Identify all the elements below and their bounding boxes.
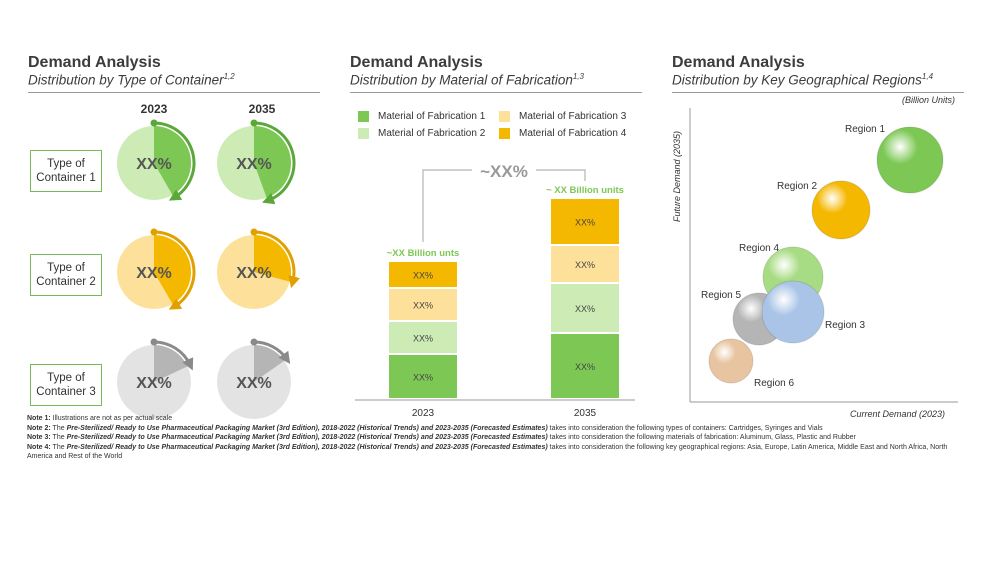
growth-label: ~XX% — [480, 162, 528, 181]
bar-segment-label: XX% — [575, 218, 595, 228]
bar-segment-2-2023 — [389, 322, 457, 353]
footnote-1: Note 1: Illustrations are not as per act… — [27, 415, 173, 422]
x-axis-label: Current Demand (2023) — [850, 409, 946, 419]
right-panel-title: Demand Analysis — [672, 54, 805, 71]
container-3-pie-2035: XX% — [217, 338, 291, 419]
arrow-start-dot — [150, 119, 158, 127]
arrow-start-dot — [250, 338, 258, 346]
footnotes: Note 1: Illustrations are not as per act… — [27, 414, 957, 462]
bar-segment-2-2035 — [551, 284, 619, 332]
growth-arrow — [153, 121, 196, 201]
arrow-start-dot — [150, 338, 158, 346]
container-type-1-label: Type of Container 1 — [30, 150, 102, 192]
legend-item-material-3: Material of Fabrication 3 — [499, 111, 626, 122]
legend-swatch — [358, 111, 369, 122]
container-3-pie-2023: XX% — [117, 338, 194, 419]
legend-item-material-4: Material of Fabrication 4 — [499, 128, 626, 139]
legend-swatch — [358, 128, 369, 139]
pie-slice — [154, 235, 191, 305]
y-axis-label: Future Demand (2035) — [672, 130, 682, 222]
material-stacked-bar-chart: XX% XX% XX% XX% 2023 ~XX Billion unts XX% XX% XX… — [355, 160, 635, 419]
legend-item-material-2: Material of Fabrication 2 — [358, 128, 485, 139]
region-label: Region 3 — [825, 320, 865, 331]
region-bubble-1 — [876, 126, 944, 194]
x-tick-label-2035: 2035 — [574, 408, 597, 419]
growth-label-bg — [472, 160, 536, 180]
pie-value-label: XX% — [136, 375, 172, 392]
middle-panel-title: Demand Analysis — [350, 54, 483, 71]
bar-segment-3-2035 — [551, 246, 619, 282]
left-panel-title: Demand Analysis — [28, 54, 161, 71]
region-bubble-2 — [811, 180, 871, 240]
container-2-pie-2023: XX% — [117, 228, 196, 310]
growth-arrow — [153, 340, 194, 371]
pie-value-label: XX% — [136, 156, 172, 173]
region-label: Region 5 — [701, 290, 741, 301]
bar-segment-1-2023 — [389, 355, 457, 398]
x-tick-label-2023: 2023 — [412, 408, 435, 419]
legend-swatch — [499, 111, 510, 122]
region-label: Region 4 — [739, 243, 779, 254]
bar-segment-label: XX% — [575, 260, 595, 270]
region-label: Region 6 — [754, 378, 794, 389]
legend-swatch — [499, 128, 510, 139]
container-1-pie-2023: XX% — [117, 119, 196, 201]
bar-segment-label: XX% — [575, 362, 595, 372]
bar-segment-4-2023 — [389, 262, 457, 287]
year-label-2035: 2035 — [248, 102, 276, 116]
arrow-start-dot — [250, 119, 258, 127]
footnote-4: Note 4: The Pre-Sterilized/ Ready to Use… — [27, 443, 948, 461]
growth-arrow — [253, 121, 296, 205]
footnote-3: Note 3: The Pre-Sterilized/ Ready to Use… — [27, 434, 856, 441]
region-bubble-6 — [708, 338, 754, 384]
pie-slice — [254, 235, 292, 282]
container-type-3-label: Type of Container 3 — [30, 364, 102, 406]
bar-segment-4-2035 — [551, 199, 619, 244]
middle-panel-subtitle: Distribution by Material of Fabrication1… — [350, 72, 584, 88]
bar-segment-3-2023 — [389, 289, 457, 320]
region-bubble-5 — [761, 280, 825, 344]
bar-segment-label: XX% — [413, 301, 433, 311]
pie-slice — [254, 345, 285, 382]
pie-value-label: XX% — [236, 156, 272, 173]
left-panel-subtitle: Distribution by Type of Container1,2 — [28, 72, 235, 88]
pie-value-label: XX% — [236, 375, 272, 392]
container-2-pie-2035: XX% — [217, 228, 300, 309]
legend-item-material-1: Material of Fabrication 1 — [358, 111, 485, 122]
pie-slice — [154, 345, 188, 382]
middle-panel-rule — [350, 92, 642, 93]
bar-segment-label: XX% — [413, 271, 433, 281]
bar-total-label-2023: ~XX Billion unts — [387, 248, 460, 259]
region-bubble-chart: Region 1 Region 2 Region 4 Region 5 Region 3… — [689, 108, 958, 403]
arrow-start-dot — [250, 228, 258, 236]
pie-slice — [154, 126, 191, 196]
pie-slice — [254, 126, 291, 198]
units-label: (Billion Units) — [902, 95, 956, 105]
right-panel-subtitle: Distribution by Key Geographical Regions… — [672, 72, 934, 88]
pie-value-label: XX% — [236, 265, 272, 282]
bar-segment-label: XX% — [413, 373, 433, 383]
left-panel-rule — [28, 92, 320, 93]
region-label: Region 2 — [777, 181, 817, 192]
bar-segment-label: XX% — [575, 304, 595, 314]
growth-arrow — [253, 230, 300, 289]
bar-segment-1-2035 — [551, 334, 619, 398]
container-1-pie-2035: XX% — [217, 119, 296, 205]
arrow-start-dot — [150, 228, 158, 236]
footnote-2: Note 2: The Pre-Sterilized/ Ready to Use… — [27, 424, 823, 432]
year-label-2023: 2023 — [140, 102, 168, 116]
bar-total-label-2035: ~ XX Billion units — [546, 185, 624, 196]
right-panel-rule — [672, 92, 964, 93]
container-type-2-label: Type of Container 2 — [30, 254, 102, 296]
region-label: Region 1 — [845, 124, 885, 135]
pie-value-label: XX% — [136, 265, 172, 282]
growth-arrow — [153, 230, 196, 310]
container-pies: XX% XX% XX% XX% XX% XX% — [117, 119, 300, 419]
bar-segment-label: XX% — [413, 334, 433, 344]
